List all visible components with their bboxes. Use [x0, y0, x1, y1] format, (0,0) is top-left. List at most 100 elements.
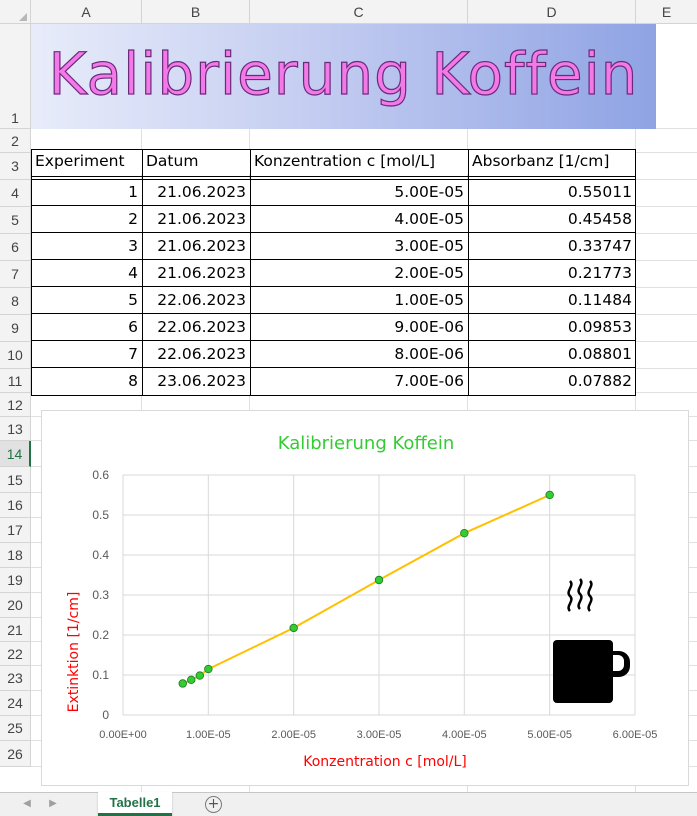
data-point-marker[interactable] — [195, 671, 204, 680]
row-header-23[interactable]: 23 — [0, 666, 31, 691]
table-border — [31, 149, 636, 150]
table-cell[interactable]: 3 — [31, 233, 142, 260]
table-cell[interactable]: 5 — [31, 287, 142, 314]
row-header-26[interactable]: 26 — [0, 741, 31, 767]
row-header-19[interactable]: 19 — [0, 568, 31, 593]
table-cell[interactable]: 3.00E-05 — [250, 233, 468, 260]
table-cell[interactable]: 21.06.2023 — [142, 260, 250, 287]
row-header-2[interactable]: 2 — [0, 129, 31, 153]
data-point-marker[interactable] — [187, 675, 196, 684]
table-cell[interactable]: 21.06.2023 — [142, 179, 250, 206]
column-header-bar: A B C D E — [0, 0, 697, 24]
table-cell[interactable]: 0.21773 — [468, 260, 636, 287]
table-cell[interactable]: 22.06.2023 — [142, 341, 250, 368]
table-cell[interactable]: 8.00E-06 — [250, 341, 468, 368]
column-header-b[interactable]: B — [142, 0, 250, 24]
table-cell[interactable]: 5.00E-05 — [250, 179, 468, 206]
table-cell[interactable]: 21.06.2023 — [142, 206, 250, 233]
row-header-22[interactable]: 22 — [0, 642, 31, 666]
column-header-a[interactable]: A — [31, 0, 142, 24]
column-header-e[interactable]: E — [661, 4, 672, 20]
table-cell[interactable]: 0.33747 — [468, 233, 636, 260]
row-header-3[interactable]: 3 — [0, 153, 31, 180]
data-point-marker[interactable] — [460, 528, 469, 538]
row-header-20[interactable]: 20 — [0, 593, 31, 618]
data-point-marker[interactable] — [545, 490, 554, 500]
table-border — [142, 149, 143, 396]
y-tick-label: 0.4 — [92, 548, 109, 562]
row-header-7[interactable]: 7 — [0, 261, 31, 288]
row-header-10[interactable]: 10 — [0, 342, 31, 369]
table-cell[interactable]: 4 — [31, 260, 142, 287]
table-border — [31, 259, 636, 260]
column-header-c[interactable]: C — [250, 0, 468, 24]
row-header-25[interactable]: 25 — [0, 716, 31, 741]
table-cell[interactable]: 6 — [31, 314, 142, 341]
row-header-15[interactable]: 15 — [0, 467, 31, 493]
row-header-11[interactable]: 11 — [0, 369, 31, 393]
table-cell[interactable]: 0.08801 — [468, 341, 636, 368]
table-cell[interactable]: 7.00E-06 — [250, 368, 468, 395]
table-cell[interactable]: 1 — [31, 179, 142, 206]
table-cell[interactable]: 0.07882 — [468, 368, 636, 395]
row-header-1[interactable]: 1 — [0, 24, 31, 129]
chevron-right-icon[interactable]: ▶ — [49, 798, 57, 809]
x-axis-label: Konzentration c [mol/L] — [303, 754, 467, 770]
plus-circle-icon[interactable]: + — [205, 796, 222, 813]
sheet-tab-tabelle1[interactable]: Tabelle1 — [98, 792, 172, 816]
table-cell[interactable]: 7 — [31, 341, 142, 368]
table-cell[interactable]: 8 — [31, 368, 142, 395]
table-header-cell[interactable]: Absorbanz [1/cm] — [468, 149, 636, 174]
row-header-24[interactable]: 24 — [0, 691, 31, 716]
table-border — [31, 286, 636, 287]
data-point-marker[interactable] — [374, 575, 384, 585]
y-axis-label: Extinktion [1/cm] — [66, 592, 82, 713]
table-cell[interactable]: 1.00E-05 — [250, 287, 468, 314]
row-header-5[interactable]: 5 — [0, 207, 31, 234]
x-tick-label: 2.00E-05 — [271, 729, 316, 741]
table-cell[interactable]: 4.00E-05 — [250, 206, 468, 233]
table-header-cell[interactable]: Datum — [142, 149, 250, 174]
chevron-left-icon[interactable]: ◀ — [23, 798, 31, 809]
table-border — [468, 149, 469, 396]
row-header-4[interactable]: 4 — [0, 180, 31, 207]
table-cell[interactable]: 9.00E-06 — [250, 314, 468, 341]
title-banner[interactable]: Kalibrierung Koffein — [31, 24, 656, 129]
table-cell[interactable]: 0.55011 — [468, 179, 636, 206]
sheet-tab-bar: ◀ ▶ Tabelle1 + — [0, 792, 697, 816]
table-cell[interactable]: 0.09853 — [468, 314, 636, 341]
select-all-corner[interactable] — [0, 0, 31, 24]
row-header-6[interactable]: 6 — [0, 234, 31, 261]
row-header-13[interactable]: 13 — [0, 417, 31, 441]
row-header-17[interactable]: 17 — [0, 518, 31, 543]
column-header-d[interactable]: D — [468, 0, 636, 24]
table-header-cell[interactable]: Experiment — [31, 149, 142, 174]
table-border — [31, 179, 636, 180]
row-header-18[interactable]: 18 — [0, 543, 31, 568]
table-cell[interactable]: 21.06.2023 — [142, 233, 250, 260]
table-header-cell[interactable]: Konzentration c [mol/L] — [250, 149, 468, 174]
row-header-12[interactable]: 12 — [0, 393, 31, 417]
row-header-9[interactable]: 9 — [0, 315, 31, 342]
table-cell[interactable]: 2 — [31, 206, 142, 233]
calibration-chart[interactable]: 0 0.1 0.2 0.3 0.4 0.5 0.6 0.00E+00 1.00E-05 2.00… — [41, 410, 689, 786]
y-tick-label: 0.2 — [92, 628, 109, 642]
row-header-21[interactable]: 21 — [0, 618, 31, 642]
table-cell[interactable]: 0.11484 — [468, 287, 636, 314]
banner-title: Kalibrierung Koffein — [48, 39, 639, 108]
data-point-marker[interactable] — [289, 623, 298, 633]
table-cell[interactable]: 2.00E-05 — [250, 260, 468, 287]
y-tick-label: 0.1 — [92, 668, 109, 682]
row-header-14[interactable]: 14 — [0, 441, 31, 467]
data-point-marker[interactable] — [204, 664, 213, 674]
table-border — [635, 149, 636, 396]
table-border — [31, 232, 636, 233]
data-point-marker[interactable] — [178, 679, 187, 688]
table-cell[interactable]: 22.06.2023 — [142, 314, 250, 341]
table-cell[interactable]: 0.45458 — [468, 206, 636, 233]
table-border — [250, 149, 251, 396]
row-header-16[interactable]: 16 — [0, 493, 31, 518]
table-cell[interactable]: 22.06.2023 — [142, 287, 250, 314]
table-cell[interactable]: 23.06.2023 — [142, 368, 250, 395]
row-header-8[interactable]: 8 — [0, 288, 31, 315]
